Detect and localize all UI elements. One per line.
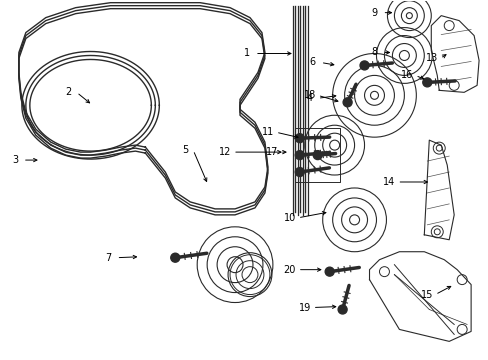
Polygon shape [369, 252, 470, 341]
Text: 11: 11 [261, 127, 273, 137]
Polygon shape [430, 15, 478, 92]
Text: 15: 15 [420, 289, 432, 300]
Text: 18: 18 [303, 90, 315, 100]
Text: 9: 9 [371, 8, 377, 18]
Text: 2: 2 [65, 87, 72, 97]
Circle shape [295, 134, 304, 143]
Circle shape [337, 305, 346, 314]
Circle shape [295, 167, 304, 176]
Text: 16: 16 [401, 71, 413, 80]
Circle shape [170, 253, 180, 262]
Circle shape [325, 267, 333, 276]
Text: 10: 10 [283, 213, 295, 223]
Text: 19: 19 [298, 302, 310, 312]
Text: 1: 1 [244, 49, 249, 58]
Circle shape [227, 253, 271, 297]
Text: 12: 12 [219, 147, 231, 157]
Circle shape [313, 150, 322, 159]
Text: 7: 7 [105, 253, 111, 263]
Text: 13: 13 [425, 54, 438, 63]
Text: 14: 14 [383, 177, 395, 187]
Text: 4: 4 [306, 93, 312, 103]
Text: 6: 6 [309, 58, 315, 67]
Text: 3: 3 [12, 155, 18, 165]
Circle shape [422, 78, 431, 87]
Text: 20: 20 [283, 265, 295, 275]
Text: 8: 8 [371, 48, 377, 58]
Circle shape [343, 98, 351, 107]
Text: 5: 5 [182, 145, 188, 155]
Circle shape [295, 150, 304, 159]
Text: 17: 17 [265, 147, 278, 157]
Circle shape [359, 61, 368, 70]
Polygon shape [424, 140, 453, 240]
